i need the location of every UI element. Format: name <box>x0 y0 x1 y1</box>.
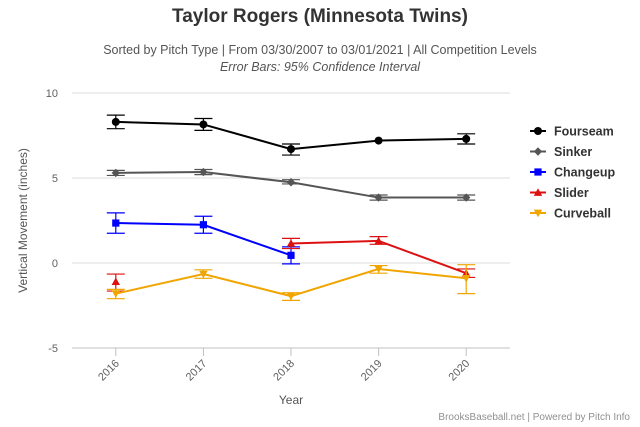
legend-marker-sinker[interactable] <box>533 147 543 156</box>
series-line-curveball <box>115 267 467 298</box>
point-curveball[interactable] <box>199 270 208 279</box>
point-curveball[interactable] <box>374 265 383 274</box>
point-slider[interactable] <box>374 236 383 245</box>
point-slider[interactable] <box>286 239 296 247</box>
legend-item-sinker[interactable]: Sinker <box>530 145 592 159</box>
point-changeup[interactable] <box>112 219 120 227</box>
point-sinker[interactable] <box>374 193 383 202</box>
x-tick-label: 2019 <box>359 358 385 384</box>
point-fourseam[interactable] <box>462 134 471 143</box>
chart-subtitle-error-bars: Error Bars: 95% Confidence Interval <box>219 60 421 74</box>
legend-marker-slider[interactable] <box>533 188 543 196</box>
legend-label-curveball[interactable]: Curveball <box>554 207 611 221</box>
y-tick-label: 10 <box>46 88 58 100</box>
chart-title: Taylor Rogers (Minnesota Twins) <box>172 6 468 27</box>
legend[interactable]: Fourseam Sinker Changeup Slider Curveball <box>530 125 615 221</box>
point-curveball[interactable] <box>286 292 296 301</box>
series-layer <box>106 114 476 301</box>
series-fourseam <box>106 114 476 156</box>
point-sinker[interactable] <box>462 193 471 202</box>
point-sinker[interactable] <box>199 167 208 177</box>
point-changeup[interactable] <box>287 251 295 259</box>
legend-label-sinker[interactable]: Sinker <box>554 145 592 159</box>
legend-item-fourseam[interactable]: Fourseam <box>530 125 614 139</box>
y-tick-label: -5 <box>48 343 58 355</box>
legend-marker-changeup[interactable] <box>534 168 542 176</box>
point-curveball[interactable] <box>462 274 471 283</box>
point-fourseam[interactable] <box>287 145 295 154</box>
y-tick-label: 5 <box>52 173 58 185</box>
series-curveball <box>106 264 476 301</box>
point-fourseam[interactable] <box>374 136 383 145</box>
legend-item-changeup[interactable]: Changeup <box>530 166 615 180</box>
legend-marker-curveball[interactable] <box>533 209 543 218</box>
x-axis-title: Year <box>279 393 303 407</box>
x-tick-label: 2020 <box>447 358 473 384</box>
x-tick-label: 2018 <box>271 358 297 384</box>
x-tick-label: 2016 <box>96 358 122 384</box>
y-axis-title: Vertical Movement (inches) <box>16 148 30 293</box>
credits-text[interactable]: BrooksBaseball.net | Powered by Pitch In… <box>438 412 630 423</box>
legend-label-slider[interactable]: Slider <box>554 186 589 200</box>
point-slider[interactable] <box>111 277 120 286</box>
point-sinker[interactable] <box>111 168 120 178</box>
grid-layer <box>72 92 510 349</box>
legend-label-fourseam[interactable]: Fourseam <box>554 125 614 139</box>
axis-layer: -5 0 5 10 2016 2017 2018 2019 2020 Year Vertical M… <box>16 88 510 407</box>
point-sinker[interactable] <box>286 178 296 187</box>
point-fourseam[interactable] <box>111 117 120 126</box>
series-changeup <box>106 212 300 265</box>
y-tick-label: 0 <box>52 258 58 270</box>
x-tick-label: 2017 <box>184 358 210 384</box>
legend-marker-fourseam[interactable] <box>534 127 542 135</box>
point-fourseam[interactable] <box>199 120 208 129</box>
point-curveball[interactable] <box>111 290 120 298</box>
legend-item-curveball[interactable]: Curveball <box>530 207 611 221</box>
series-sinker <box>106 167 476 202</box>
legend-item-slider[interactable]: Slider <box>530 186 589 200</box>
point-changeup[interactable] <box>199 221 207 229</box>
chart-subtitle: Sorted by Pitch Type | From 03/30/2007 t… <box>103 43 537 57</box>
legend-label-changeup[interactable]: Changeup <box>554 166 615 180</box>
